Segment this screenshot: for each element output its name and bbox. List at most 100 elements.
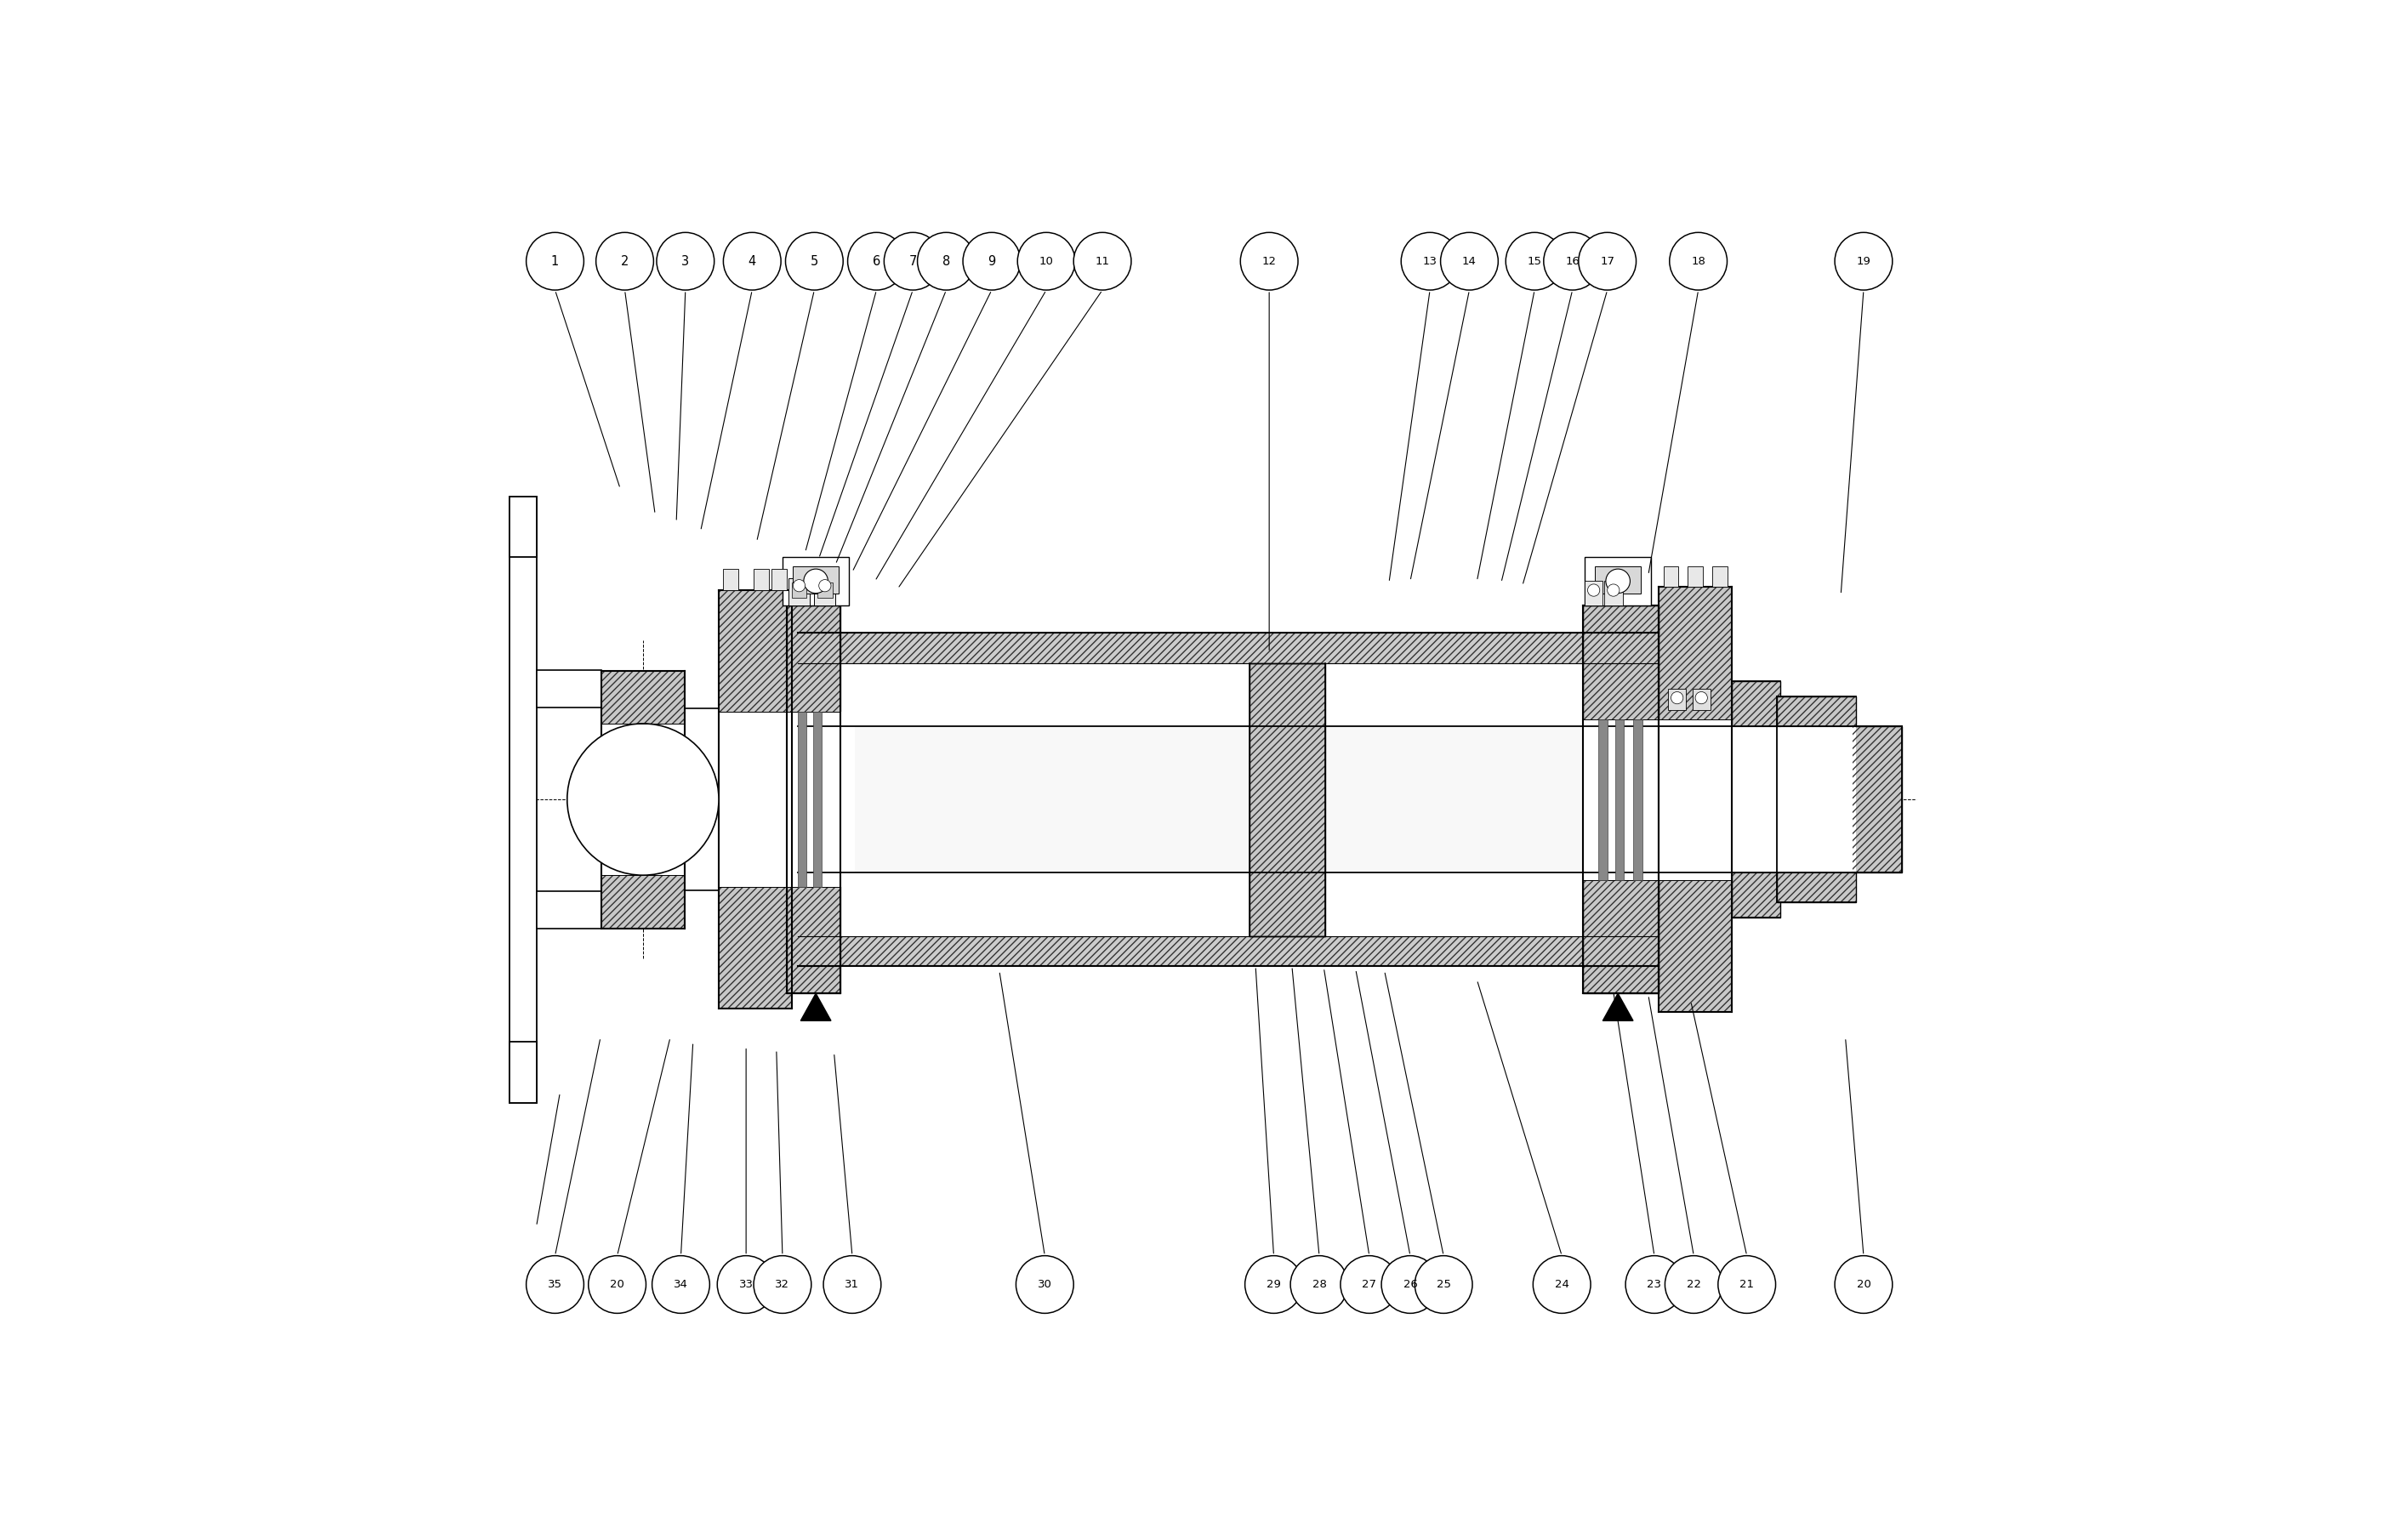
Text: 14: 14 (1462, 256, 1476, 267)
Circle shape (1671, 691, 1683, 704)
Bar (797, 726, 1902, 873)
Bar (684, 708, 718, 891)
Text: 30: 30 (1038, 1279, 1052, 1290)
Bar (783, 557, 850, 605)
Bar (787, 605, 840, 993)
Bar (1633, 719, 1642, 880)
Bar (792, 583, 807, 599)
Text: 4: 4 (749, 254, 756, 268)
Text: 11: 11 (1096, 256, 1110, 267)
Bar (718, 591, 792, 1008)
Circle shape (1341, 1255, 1399, 1313)
Bar (787, 579, 809, 605)
Text: 5: 5 (811, 254, 819, 268)
Bar (1250, 663, 1324, 935)
Text: 6: 6 (872, 254, 881, 268)
Bar (1599, 719, 1606, 880)
Text: 18: 18 (1690, 256, 1705, 267)
Bar (537, 670, 602, 708)
Text: 10: 10 (1040, 256, 1052, 267)
Circle shape (527, 1255, 583, 1313)
Circle shape (804, 570, 828, 594)
Text: 16: 16 (1565, 256, 1580, 267)
Circle shape (963, 233, 1021, 289)
Circle shape (785, 233, 843, 289)
Circle shape (792, 580, 804, 592)
Circle shape (1544, 233, 1601, 289)
Circle shape (848, 233, 905, 289)
Circle shape (1580, 233, 1635, 289)
Circle shape (1416, 1255, 1471, 1313)
Circle shape (1240, 233, 1298, 289)
Bar (792, 567, 838, 594)
Bar (792, 583, 807, 599)
Bar (1659, 588, 1731, 1011)
Bar (1854, 726, 1902, 873)
Circle shape (1664, 1255, 1722, 1313)
Bar (1777, 696, 1857, 903)
Bar (1582, 719, 1666, 880)
Text: 31: 31 (845, 1279, 860, 1290)
Text: 32: 32 (775, 1279, 790, 1290)
Circle shape (657, 233, 715, 289)
Circle shape (1505, 233, 1563, 289)
Bar (814, 579, 836, 605)
Circle shape (588, 1255, 645, 1313)
Circle shape (718, 1255, 775, 1313)
Circle shape (1669, 233, 1727, 289)
Bar (1712, 567, 1727, 588)
Bar (797, 711, 807, 888)
Bar (1616, 719, 1623, 880)
Circle shape (884, 233, 942, 289)
Text: 35: 35 (547, 1279, 561, 1290)
Circle shape (1587, 585, 1599, 597)
Bar (1633, 719, 1642, 880)
Circle shape (824, 1255, 881, 1313)
Bar (510, 496, 537, 1103)
Bar (797, 935, 1659, 966)
Circle shape (1606, 570, 1630, 594)
Circle shape (754, 1255, 811, 1313)
Text: 25: 25 (1435, 1279, 1450, 1290)
Bar (773, 570, 787, 591)
Bar (1664, 567, 1678, 588)
Bar (718, 591, 792, 1008)
Circle shape (1695, 691, 1707, 704)
Bar (1582, 605, 1659, 993)
Circle shape (1534, 1255, 1592, 1313)
Circle shape (1440, 233, 1498, 289)
Text: 1: 1 (551, 254, 559, 268)
Text: 23: 23 (1647, 1279, 1662, 1290)
Circle shape (1717, 1255, 1775, 1313)
Bar (602, 670, 684, 928)
Text: 27: 27 (1363, 1279, 1377, 1290)
Bar (1731, 681, 1780, 918)
Circle shape (595, 233, 653, 289)
Bar (602, 670, 684, 928)
Bar (1250, 663, 1324, 935)
Text: 20: 20 (609, 1279, 624, 1290)
Bar (814, 711, 821, 888)
Bar (1582, 605, 1659, 993)
Text: 13: 13 (1423, 256, 1438, 267)
Text: 26: 26 (1404, 1279, 1418, 1290)
Polygon shape (802, 993, 831, 1020)
Circle shape (917, 233, 975, 289)
Bar (797, 663, 1659, 935)
Circle shape (1606, 585, 1621, 597)
Text: 8: 8 (942, 254, 951, 268)
Circle shape (1291, 1255, 1348, 1313)
Bar (797, 632, 1659, 663)
Circle shape (1019, 233, 1074, 289)
Bar (1693, 688, 1710, 710)
Text: 19: 19 (1857, 256, 1871, 267)
Circle shape (1382, 1255, 1440, 1313)
Bar (1854, 726, 1902, 873)
Bar (1659, 588, 1731, 1011)
Bar (510, 1042, 537, 1103)
Text: 3: 3 (681, 254, 689, 268)
Bar (814, 711, 821, 888)
Bar (1604, 582, 1623, 605)
Bar (1659, 719, 1731, 880)
Circle shape (819, 580, 831, 592)
